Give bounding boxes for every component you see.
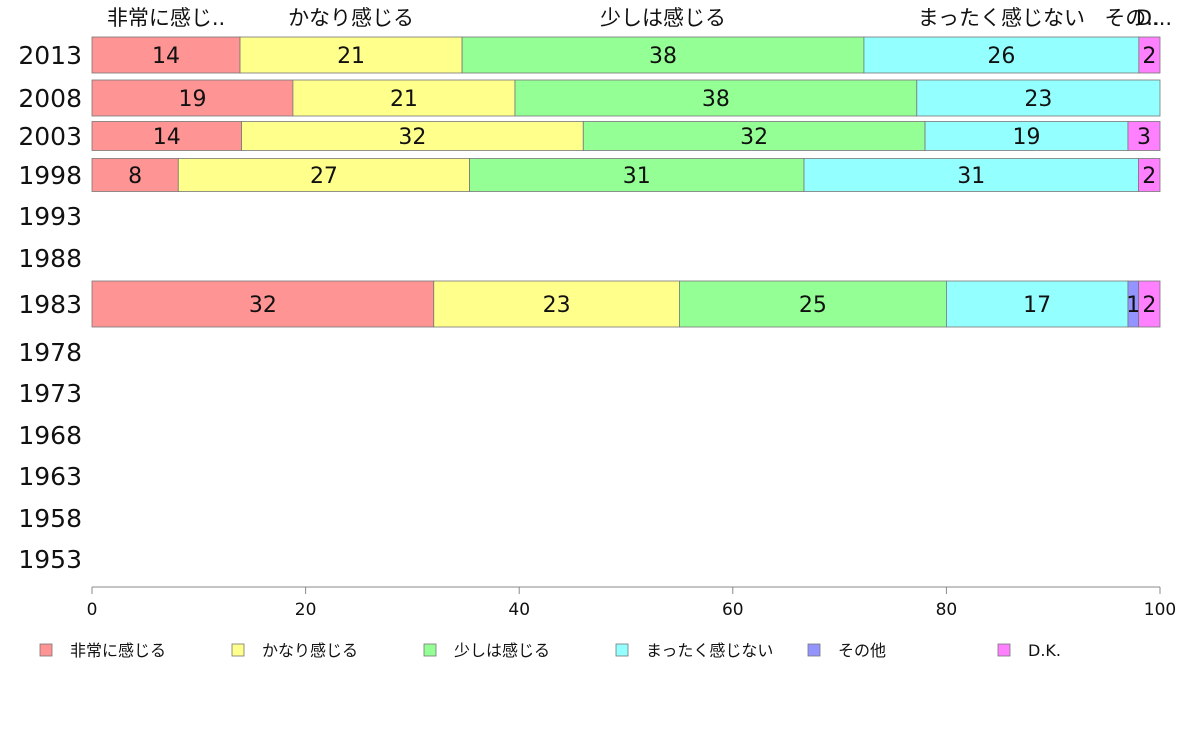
legend-label-2: 少しは感じる: [454, 641, 550, 660]
bar-label-2008-1: 21: [390, 87, 418, 112]
y-label-1953: 1953: [18, 545, 82, 574]
bar-2003-5: [1127, 121, 1161, 151]
y-label-1958: 1958: [18, 504, 82, 533]
bar-1998-5: [1138, 158, 1161, 192]
bar-1983-0: [91, 280, 435, 328]
bar-2008-0: [91, 79, 294, 117]
y-label-1998: 1998: [18, 161, 82, 190]
column-header-4: その..: [1104, 6, 1159, 30]
bar-2003-1: [241, 121, 584, 151]
column-headers: 非常に感じ.. かなり感じる 少しは感じる まったく感じない その..D...: [107, 6, 1172, 30]
x-tick-100: 100: [1144, 600, 1176, 620]
bar-label-1998-2: 31: [623, 164, 651, 189]
x-axis: 0 20 40 60 80 100: [87, 586, 1176, 620]
column-header-0: 非常に感じ..: [107, 6, 225, 30]
x-tick-0: 0: [87, 600, 98, 620]
bar-label-2003-5: 3: [1137, 125, 1151, 150]
bar-1998-3: [803, 158, 1139, 192]
legend-swatch-0: [39, 643, 53, 657]
bar-2013-1: [239, 36, 463, 74]
bar-label-1983-3: 17: [1023, 293, 1051, 318]
bar-label-1983-0: 32: [249, 293, 277, 318]
bar-label-2013-2: 38: [649, 44, 677, 69]
bar-1983-1: [433, 280, 680, 328]
bar-2008-3: [916, 79, 1161, 117]
legend-label-4: その他: [838, 641, 886, 660]
legend-label-1: かなり感じる: [262, 641, 358, 660]
x-tick-40: 40: [508, 600, 530, 620]
bar-label-2003-2: 32: [740, 125, 768, 150]
bar-2003-3: [924, 121, 1129, 151]
x-tick-20: 20: [295, 600, 317, 620]
legend-label-5: D.K.: [1028, 641, 1061, 660]
column-header-2: 少しは感じる: [600, 6, 726, 30]
bar-label-1983-1: 23: [543, 293, 571, 318]
bar-1983-5: [1138, 280, 1161, 328]
legend: 非常に感じる かなり感じる 少しは感じる まったく感じない その他 D.K.: [39, 641, 1061, 660]
bar-label-2013-3: 26: [987, 44, 1015, 69]
bar-label-2008-3: 23: [1024, 87, 1052, 112]
bar-label-2013-0: 14: [152, 44, 180, 69]
bar-2013-0: [91, 36, 241, 74]
bar-label-2013-5: 2: [1142, 44, 1156, 69]
bar-2003-0: [91, 121, 242, 151]
bar-label-1983-4: 1: [1126, 293, 1140, 318]
y-label-2003: 2003: [18, 122, 82, 151]
bar-2013-2: [461, 36, 865, 74]
legend-swatch-3: [615, 643, 629, 657]
bar-label-1998-1: 27: [310, 164, 338, 189]
column-header-5: D...: [1136, 6, 1172, 30]
y-label-1988: 1988: [18, 244, 82, 273]
y-label-1973: 1973: [18, 379, 82, 408]
bar-2013-5: [1138, 36, 1161, 74]
bar-2008-1: [292, 79, 516, 117]
y-label-1968: 1968: [18, 421, 82, 450]
legend-swatch-4: [807, 643, 821, 657]
legend-label-3: まったく感じない: [646, 641, 773, 660]
bar-2008-2: [514, 79, 918, 117]
y-label-1978: 1978: [18, 338, 82, 367]
bar-1998-0: [91, 158, 179, 192]
y-label-1993: 1993: [18, 202, 82, 231]
legend-label-0: 非常に感じる: [70, 641, 166, 660]
bar-label-1998-0: 8: [128, 164, 142, 189]
x-tick-80: 80: [936, 600, 958, 620]
x-tick-60: 60: [722, 600, 744, 620]
bar-label-2003-1: 32: [398, 125, 426, 150]
bar-label-2013-1: 21: [337, 44, 365, 69]
bar-label-1998-3: 31: [957, 164, 985, 189]
y-label-2008: 2008: [18, 84, 82, 113]
y-label-2013: 2013: [18, 41, 82, 70]
y-axis-labels: 2013 2008 2003 1998 1993 1988 1983 1978 1973 1968…: [18, 41, 82, 574]
legend-swatch-2: [423, 643, 437, 657]
bar-2013-3: [863, 36, 1140, 74]
bar-label-1983-2: 25: [799, 293, 827, 318]
legend-swatch-5: [997, 643, 1011, 657]
bar-label-2008-0: 19: [178, 87, 206, 112]
bar-label-2003-3: 19: [1013, 125, 1041, 150]
bar-label-2008-2: 38: [702, 87, 730, 112]
bar-label-1998-5: 2: [1142, 164, 1156, 189]
bar-1983-3: [946, 280, 1129, 328]
column-header-3: まったく感じない: [918, 6, 1085, 30]
column-header-1: かなり感じる: [288, 6, 414, 30]
bar-label-2003-0: 14: [153, 125, 181, 150]
y-label-1983: 1983: [18, 290, 82, 319]
y-label-1963: 1963: [18, 462, 82, 491]
bar-label-1983-5: 2: [1142, 293, 1156, 318]
legend-swatch-1: [231, 643, 245, 657]
bar-2003-2: [582, 121, 926, 151]
